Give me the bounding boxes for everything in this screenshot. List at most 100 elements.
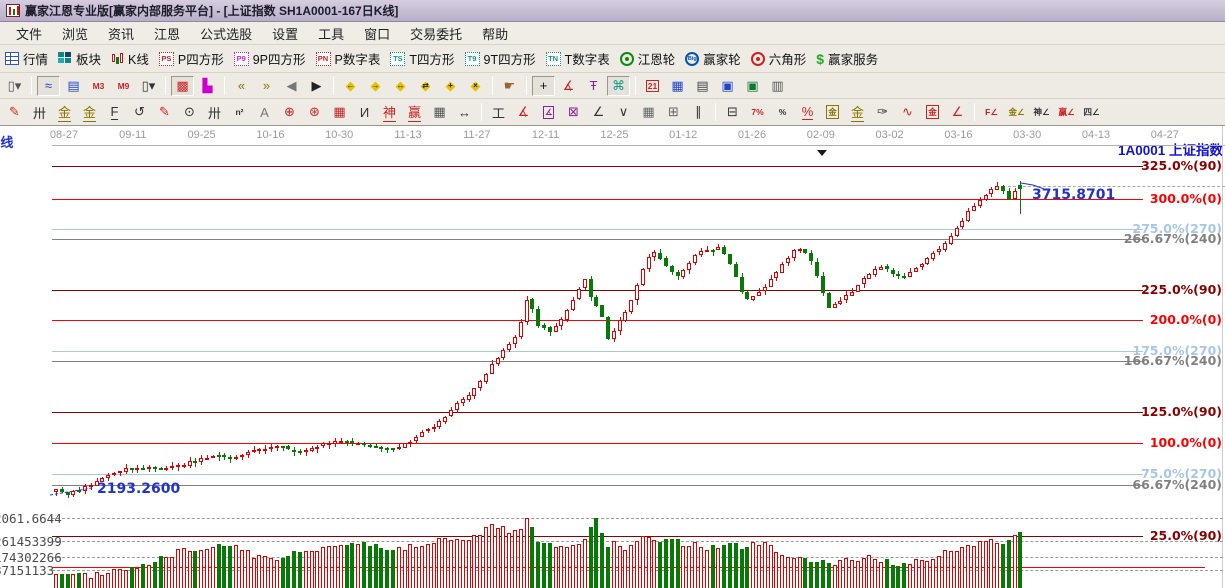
tool-grid-arrow-icon[interactable]: ⊞ <box>668 104 679 119</box>
tool-n-square-icon[interactable]: n² <box>235 107 244 117</box>
toolbar-button-9p-square[interactable]: P9 9P四方形 <box>229 47 311 70</box>
tool-bars-9-icon[interactable]: M9 <box>117 80 130 91</box>
toolbar-button-p-number-table[interactable]: PN P数字表 <box>311 47 386 70</box>
volume-bar <box>362 542 366 588</box>
tool-crosshair-icon[interactable]: + <box>532 75 555 96</box>
chart-area[interactable]: K线 1A0001 上证指数 08-27 09-11 09-25 10-16 10-30… <box>0 126 1225 588</box>
tool-shen-angle-icon[interactable]: 神∠ <box>1033 107 1050 117</box>
volume-bar <box>716 548 720 588</box>
tool-angle-lines-icon[interactable]: ∠ <box>592 104 605 119</box>
toolbar-button-9t-square[interactable]: T9 9T四方形 <box>460 47 541 70</box>
tool-first-page-icon[interactable]: « <box>237 78 246 93</box>
tool-t-tool-icon[interactable]: Ŧ <box>589 78 598 93</box>
tool-price-frame-icon[interactable]: ⊟ <box>727 104 738 119</box>
volume-bar <box>321 547 325 588</box>
tool-si-angle-icon[interactable]: 四∠ <box>1083 107 1100 117</box>
tool-calendar-21-icon[interactable]: 21 <box>645 79 660 92</box>
tool-expand-h-icon[interactable]: ◆ ↔ <box>395 77 406 93</box>
menu-file[interactable]: 文件 <box>16 26 43 42</box>
tool-web-red-icon[interactable]: ⊛ <box>309 104 320 119</box>
toolbar-button-t-square[interactable]: TS T四方形 <box>385 47 459 70</box>
tool-trend-lines-icon[interactable]: ≈ <box>37 75 60 96</box>
tool-volume-profile-icon[interactable]: ▙ <box>202 77 213 93</box>
toolbar-button-hexagon[interactable]: 六角形 <box>746 47 812 70</box>
toolbar-button-winner-wheel[interactable]: Big 赢家轮 <box>680 47 746 70</box>
tool-web-box-red-icon[interactable]: ▦ <box>333 104 346 119</box>
tool-prev-page-icon[interactable]: ◀ <box>286 77 297 93</box>
menu-help[interactable]: 帮助 <box>482 26 509 42</box>
tool-bars-3-icon[interactable]: M3 <box>92 80 105 91</box>
tool-f-comb-icon[interactable]: F <box>110 104 119 120</box>
menu-formula-stock-pick[interactable]: 公式选股 <box>200 26 253 42</box>
tool-angle-measure-icon[interactable]: ∡ <box>562 77 575 93</box>
tool-shift-left-icon[interactable]: ◆ ← <box>345 77 356 93</box>
tool-period-dropdown-icon[interactable]: ▯▾ <box>7 77 22 93</box>
tool-f-angle-icon[interactable]: F∠ <box>985 106 998 117</box>
tool-gold-comb-2-icon[interactable]: 金 <box>78 102 101 122</box>
tool-shen-comb-icon[interactable]: 神 <box>378 102 401 122</box>
toolbar-button-gann-wheel[interactable]: 江恩轮 <box>615 47 681 70</box>
menu-gann[interactable]: 江恩 <box>154 26 181 42</box>
toolbar-button-sectors[interactable]: 板块 <box>53 47 106 70</box>
tool-time-comb-icon[interactable]: 卅 <box>32 105 46 121</box>
tool-circle-cross-icon[interactable]: ⊕ <box>284 104 295 119</box>
tool-shift-right-icon[interactable]: ◆ → <box>370 77 381 93</box>
tool-ying-angle-icon[interactable]: 赢∠ <box>1058 107 1075 117</box>
toolbar-button-t-number-table[interactable]: TN T数字表 <box>541 47 615 70</box>
tool-fan-box-icon[interactable]: ∡ <box>542 105 555 119</box>
menu-settings[interactable]: 设置 <box>272 26 299 42</box>
tool-ying-comb-icon[interactable]: 赢 <box>403 102 426 122</box>
tool-hand-tool-icon[interactable]: ☛ <box>503 77 516 93</box>
tool-smart-analysis-icon[interactable]: ⌘ <box>607 75 630 96</box>
toolbar-button-p-square[interactable]: PS P四方形 <box>154 47 229 70</box>
menu-tools[interactable]: 工具 <box>318 26 345 42</box>
tool-save-web-icon[interactable]: ▣ <box>746 77 759 93</box>
tool-span-measure-icon[interactable]: ↔ <box>458 104 471 120</box>
tool-gold-angle-icon[interactable]: 金∠ <box>1008 107 1025 117</box>
tool-next-page-icon[interactable]: ▶ <box>311 77 322 93</box>
menu-trade-order[interactable]: 交易委托 <box>410 26 463 42</box>
tool-gold-comb-1-icon[interactable]: 金 <box>53 102 76 122</box>
tool-pen-candle-icon[interactable]: ✎ <box>159 104 170 119</box>
tool-grid-tool-icon[interactable]: ▦ <box>642 104 655 119</box>
tool-percent-7-icon[interactable]: 7% <box>751 107 764 117</box>
tool-zoom-out-icon[interactable]: ◆ × <box>470 77 481 93</box>
tool-flag-pen-icon[interactable]: ✑ <box>877 104 888 119</box>
tool-candle-style-icon[interactable]: ▯▾ <box>141 77 156 93</box>
tool-compress-h-icon[interactable]: ◆ ⇄ <box>420 77 431 93</box>
toolbar-button-quotes[interactable]: 行情 <box>0 47 53 70</box>
tool-percent-line-icon[interactable]: % <box>801 104 814 120</box>
tool-calculator-icon[interactable]: ▦ <box>671 77 684 93</box>
tool-wave-n-icon[interactable]: И <box>359 104 370 120</box>
tool-pattern-box-icon[interactable]: ▩ <box>171 75 194 96</box>
tool-mirror-a-icon[interactable]: A <box>260 104 269 120</box>
tool-remote-pc-icon[interactable]: ▥ <box>771 77 784 93</box>
tool-number-grid-icon[interactable]: ▦ <box>433 104 446 119</box>
tool-parallel-lines-icon[interactable]: ∥ <box>695 104 702 119</box>
tool-web-box-purple-icon[interactable]: ⊠ <box>568 104 579 119</box>
tool-last-page-icon[interactable]: » <box>262 78 271 93</box>
tool-v-lines-icon[interactable]: ∨ <box>618 104 629 119</box>
tool-j-angle-icon[interactable]: ∠ <box>951 104 964 119</box>
tool-spiral-icon[interactable]: ↺ <box>134 104 145 119</box>
tool-save-icon[interactable]: ▣ <box>721 77 734 93</box>
menu-browse[interactable]: 浏览 <box>62 26 89 42</box>
toolbar-button-kline[interactable]: K线 <box>106 47 154 70</box>
menu-window[interactable]: 窗口 <box>364 26 391 42</box>
tool-gold-box-icon[interactable]: 金 <box>926 105 939 119</box>
title-bar[interactable]: 赢家江恩专业版[赢家内部服务平台] - [上证指数 SH1A0001-167日K… <box>0 0 1225 22</box>
tool-gann-fan-icon[interactable]: ∡ <box>517 104 530 119</box>
tool-gold-line-icon[interactable]: 金 <box>846 102 869 122</box>
tool-wave-a-icon[interactable]: ∿ <box>902 104 913 119</box>
tool-time-clock-icon[interactable]: ⊙ <box>184 104 195 119</box>
tool-comb-2-icon[interactable]: 卅 <box>207 105 221 121</box>
tool-draw-pen-icon[interactable]: ✎ <box>9 104 20 119</box>
tool-frame-tool-icon[interactable]: 工 <box>491 105 505 121</box>
tool-info-doc-icon[interactable]: ▤ <box>67 77 80 93</box>
toolbar-button-winner-service[interactable]: $ 赢家服务 <box>811 47 883 70</box>
tool-gold-circle-icon[interactable]: 金 <box>826 105 839 119</box>
tool-notes-icon[interactable]: ▤ <box>696 77 709 93</box>
tool-percent-icon[interactable]: % <box>778 107 787 117</box>
menu-news[interactable]: 资讯 <box>108 26 135 42</box>
tool-zoom-in-icon[interactable]: ◆ + <box>445 77 456 93</box>
